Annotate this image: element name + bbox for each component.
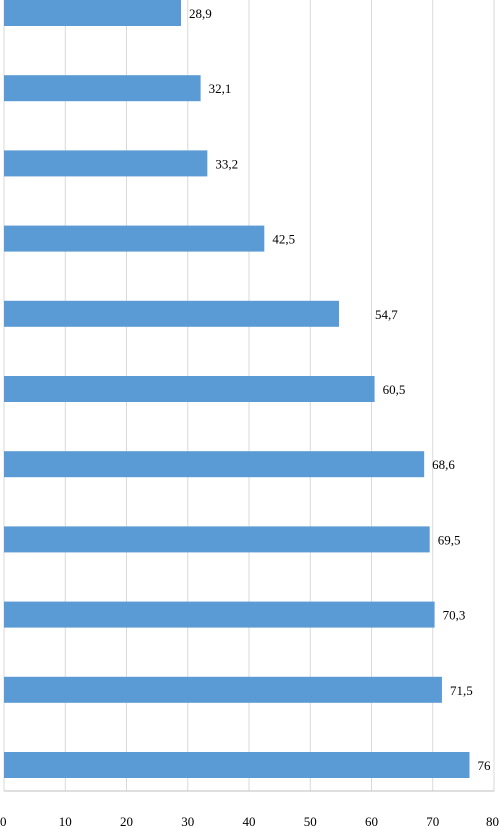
x-tick-label-70: 70 [426, 814, 439, 828]
x-tick-label-20: 20 [120, 814, 133, 828]
data-label-8: 69,5 [438, 532, 461, 547]
x-tick-label-0: 0 [0, 814, 7, 828]
data-labels: 28,9 32,1 33,2 42,5 54,7 60,5 68,6 69,5 70,3 71,5… [189, 6, 491, 773]
bar-11 [4, 752, 470, 778]
data-label-3: 33,2 [215, 156, 238, 171]
x-tick-label-50: 50 [304, 814, 317, 828]
bar-8 [4, 526, 430, 553]
x-axis-ticks: 0 10 20 30 40 50 60 70 80 [0, 814, 499, 828]
bar-5 [4, 300, 340, 327]
bar-9 [4, 601, 435, 628]
x-tick-label-40: 40 [243, 814, 256, 828]
x-tick-label-60: 60 [365, 814, 378, 828]
bar-7 [4, 451, 425, 478]
data-label-7: 68,6 [432, 457, 455, 472]
x-tick-label-80: 80 [486, 814, 499, 828]
data-label-5: 54,7 [375, 307, 398, 322]
bar-1 [4, 0, 182, 26]
bars [4, 0, 470, 778]
x-tick-label-10: 10 [59, 814, 72, 828]
data-label-6: 60,5 [383, 382, 406, 397]
data-label-4: 42,5 [272, 232, 295, 247]
data-label-10: 71,5 [450, 683, 473, 698]
bar-3 [4, 150, 208, 177]
data-label-11: 76 [478, 758, 492, 773]
bar-6 [4, 376, 375, 402]
bar-4 [4, 225, 265, 252]
x-tick-label-30: 30 [181, 814, 194, 828]
data-label-9: 70,3 [443, 608, 466, 623]
data-label-2: 32,1 [209, 81, 232, 96]
data-label-1: 28,9 [189, 6, 212, 21]
bar-10 [4, 676, 442, 703]
bar-2 [4, 75, 201, 102]
